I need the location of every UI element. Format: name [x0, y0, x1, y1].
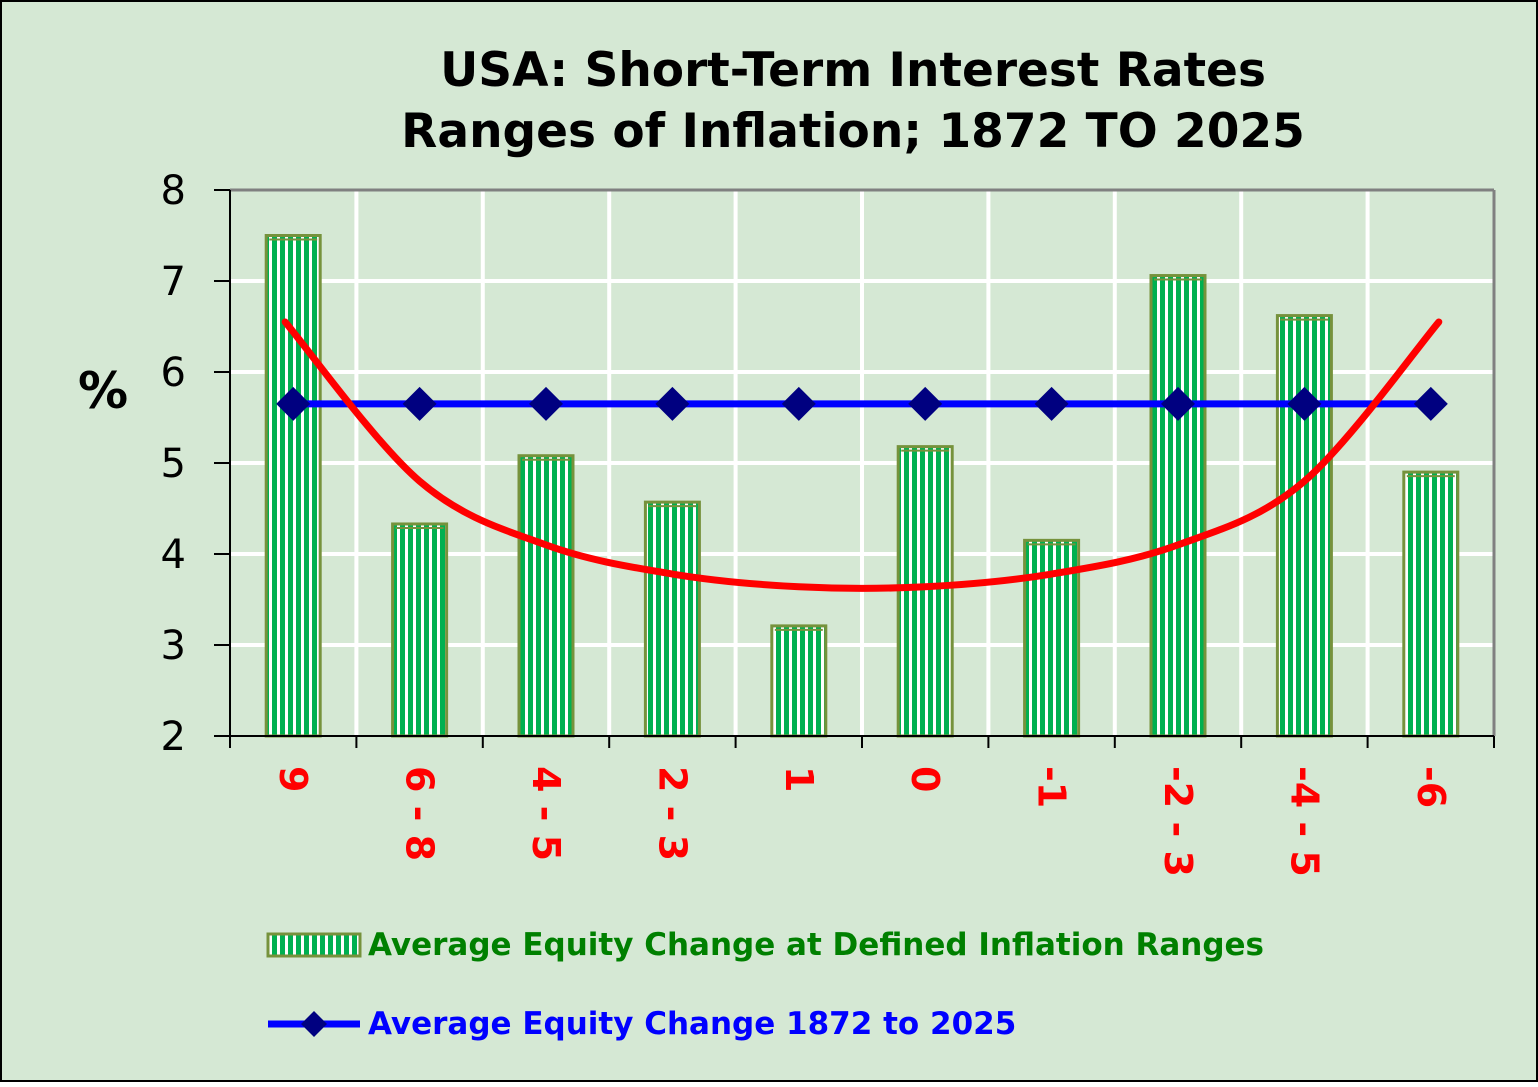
- plot-area: [229, 188, 1496, 738]
- legend-line-label: Average Equity Change 1872 to 2025: [368, 1006, 1016, 1042]
- x-axis-ticks: 9 6 - 8 4 - 5 2 - 3 1 0 -1 -2 - 3 -4 - 5 -6: [229, 736, 1495, 877]
- y-tick-label: 5: [161, 441, 186, 487]
- average-marker: [402, 386, 437, 421]
- bar: [391, 522, 449, 738]
- average-marker: [1161, 386, 1195, 421]
- legend-bar-swatch: [266, 932, 362, 958]
- bar: [770, 624, 828, 738]
- bar: [264, 234, 322, 738]
- bar: [1402, 470, 1460, 738]
- x-tick-label: 6 - 8: [398, 766, 442, 861]
- x-tick-label: 9: [271, 766, 315, 792]
- y-tick-label: 8: [161, 168, 186, 214]
- bar: [643, 500, 701, 738]
- average-marker: [276, 386, 311, 421]
- chart-title-line-2: Ranges of Inflation; 1872 TO 2025: [401, 104, 1305, 159]
- x-tick-label: -6: [1409, 766, 1453, 808]
- x-tick-label: -4 - 5: [1282, 766, 1326, 877]
- trend-curve: [281, 318, 1443, 592]
- bar: [517, 454, 575, 738]
- y-tick-label: 4: [161, 532, 186, 578]
- x-tick-label: -2 - 3: [1156, 766, 1200, 877]
- y-tick-label: 7: [161, 259, 186, 305]
- x-tick-label: 4 - 5: [524, 766, 568, 861]
- bar: [1275, 314, 1333, 738]
- bar: [1149, 274, 1207, 738]
- y-tick-label: 3: [161, 623, 186, 669]
- average-marker: [1034, 386, 1069, 421]
- x-tick-label: 1: [777, 766, 821, 792]
- average-marker: [655, 386, 690, 421]
- y-axis-label: %: [78, 362, 128, 420]
- legend-line-marker: [301, 1011, 327, 1037]
- average-marker: [781, 386, 816, 421]
- average-marker: [1413, 386, 1448, 421]
- y-tick-label: 2: [161, 714, 186, 760]
- legend-bar-label: Average Equity Change at Defined Inflati…: [368, 927, 1264, 963]
- chart-title-line-1: USA: Short-Term Interest Rates: [440, 43, 1266, 98]
- x-tick-label: -1: [1030, 766, 1074, 808]
- average-marker: [529, 386, 563, 421]
- x-tick-label: 0: [903, 766, 947, 792]
- average-marker: [908, 386, 943, 421]
- x-tick-label: 2 - 3: [650, 766, 694, 861]
- y-tick-label: 6: [161, 350, 186, 396]
- average-marker: [1287, 386, 1322, 421]
- legend: Average Equity Change at Defined Inflati…: [266, 927, 1264, 1042]
- y-axis-ticks: 2 3 4 5 6 7 8: [161, 168, 230, 760]
- bar: [896, 445, 954, 738]
